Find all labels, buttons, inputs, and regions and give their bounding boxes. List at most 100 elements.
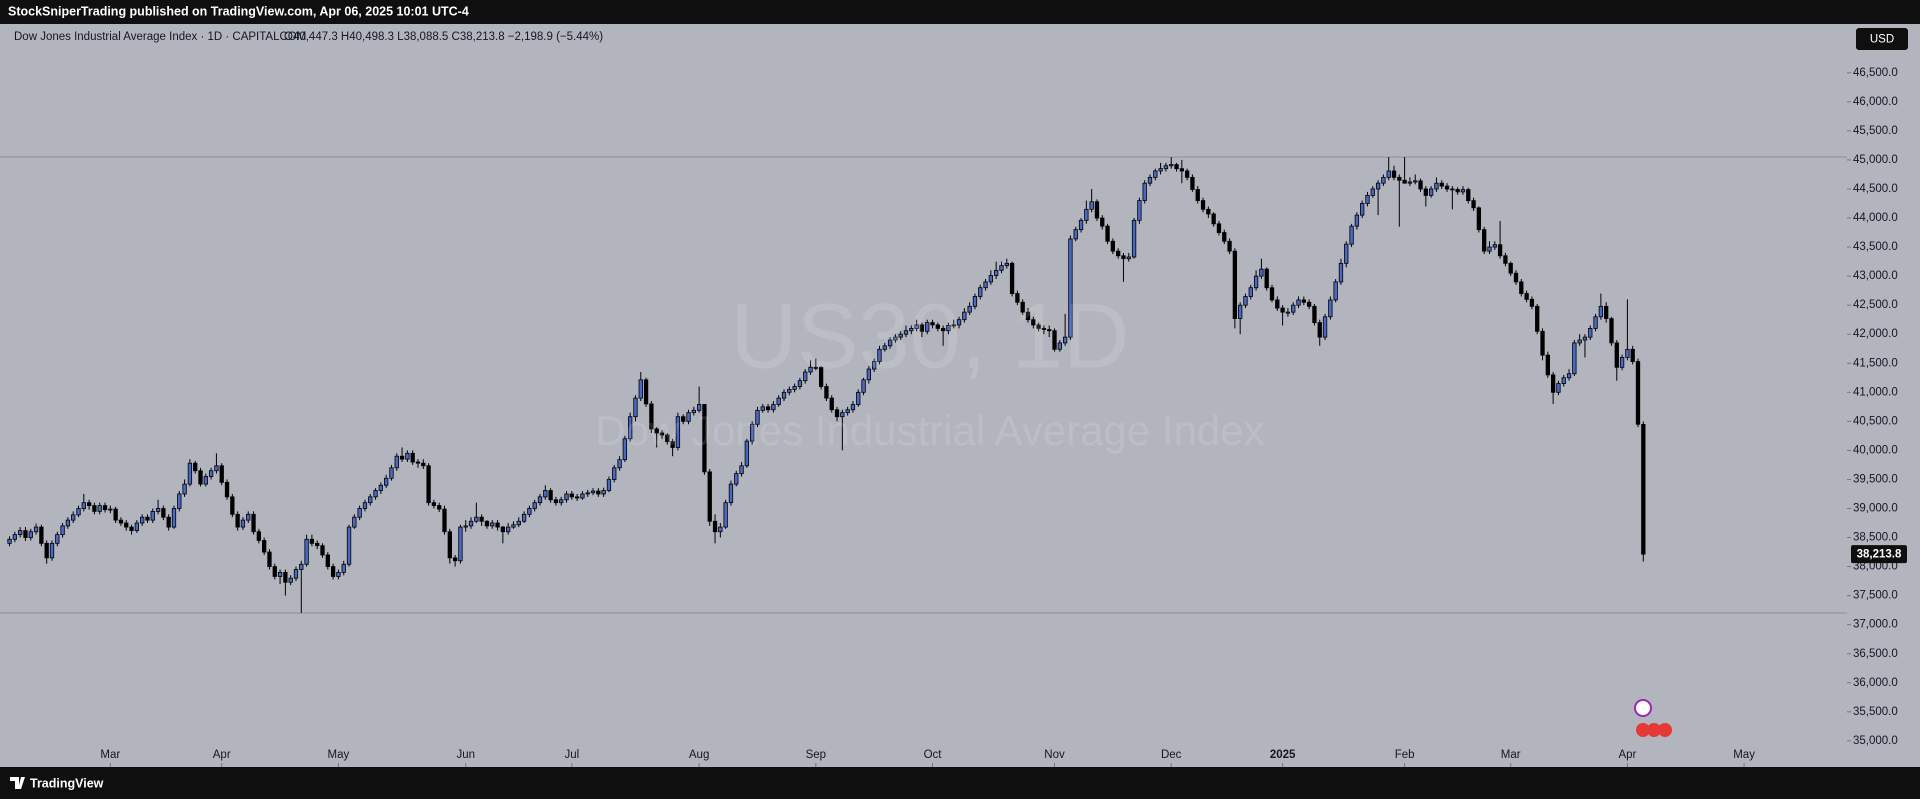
y-tick-label: 38,500.0 — [1853, 532, 1898, 544]
candle-body — [1471, 200, 1476, 209]
event-icon[interactable] — [1658, 723, 1672, 737]
candle-body — [23, 530, 28, 538]
candle-body — [988, 275, 994, 283]
candle-body — [696, 404, 702, 411]
candle-body — [203, 476, 208, 485]
y-tick-label: 36,000.0 — [1853, 677, 1898, 689]
candle-body — [134, 522, 140, 531]
candle-body — [1641, 424, 1646, 555]
y-tick-label: 46,000.0 — [1853, 96, 1898, 108]
candle-body — [1582, 336, 1588, 341]
x-tick-label: Apr — [1618, 749, 1636, 761]
candle-body — [246, 513, 251, 521]
candle-body — [256, 531, 262, 541]
candle-body — [872, 361, 877, 370]
candle-body — [956, 319, 962, 326]
event-icon[interactable] — [1634, 699, 1652, 717]
candle-body — [1635, 361, 1641, 425]
candle-body — [1492, 244, 1497, 248]
candle-body — [1206, 208, 1211, 215]
last-price-label: 38,213.8 — [1857, 549, 1902, 561]
candle-body — [532, 502, 537, 509]
currency-label[interactable]: USD — [1870, 34, 1894, 46]
candle-body — [458, 526, 463, 562]
candle-body — [155, 508, 161, 512]
candle-body — [60, 525, 65, 536]
candle-body — [1338, 262, 1344, 283]
candle-body — [850, 404, 856, 411]
candle-body — [866, 368, 872, 381]
candle-body — [898, 333, 903, 338]
candle-body — [1328, 299, 1333, 318]
candle-body — [7, 538, 12, 544]
candle-body — [1179, 168, 1184, 172]
candle-body — [1317, 322, 1322, 338]
candle-body — [808, 366, 813, 373]
candle-body — [967, 305, 972, 313]
candle-body — [1227, 240, 1232, 252]
candle-body — [182, 483, 187, 495]
candle-body — [628, 416, 633, 440]
candle-body — [845, 409, 850, 414]
candle-body — [1418, 180, 1423, 190]
candle-body — [649, 403, 654, 430]
candle-body — [1497, 244, 1503, 257]
candle-body — [675, 416, 681, 448]
candle-body — [251, 513, 256, 533]
candle-body — [1545, 354, 1550, 376]
candle-body — [527, 508, 532, 515]
candle-body — [590, 490, 596, 494]
event-icon[interactable] — [1636, 723, 1650, 737]
candle-body — [124, 522, 129, 528]
candle-body — [909, 328, 914, 332]
candle-body — [1561, 377, 1566, 384]
candle-body — [1121, 255, 1126, 260]
candle-body — [1482, 229, 1487, 252]
candle-body — [267, 551, 272, 567]
currency-button[interactable] — [1856, 28, 1908, 50]
candle-body — [299, 563, 304, 570]
candle-body — [930, 322, 935, 326]
candle-body — [315, 542, 320, 547]
candle-body — [1163, 165, 1169, 170]
plot — [0, 156, 1847, 614]
candle-body — [108, 508, 113, 511]
candle-body — [18, 530, 23, 536]
candle-body — [1598, 305, 1604, 318]
y-tick-label: 38,000.0 — [1853, 561, 1898, 573]
candle-body — [1275, 299, 1280, 309]
y-tick-label: 36,500.0 — [1853, 648, 1898, 660]
candle-body — [1349, 225, 1354, 245]
candle-body — [468, 520, 474, 527]
candle-body — [1322, 316, 1328, 338]
candle-body — [1110, 240, 1116, 252]
candle-body — [288, 577, 293, 583]
legend-ohlc: O40,447.3 H40,498.3 L38,088.5 C38,213.8 … — [284, 31, 603, 43]
candle-body — [1333, 281, 1338, 301]
candle-body — [638, 379, 643, 399]
candle-body — [972, 296, 978, 307]
candle-body — [1169, 164, 1174, 167]
candle-body — [781, 391, 787, 399]
candle-body — [946, 325, 951, 332]
event-icon[interactable] — [1647, 723, 1661, 737]
candle-body — [559, 499, 564, 504]
candle-body — [405, 452, 410, 460]
y-tick-label: 39,500.0 — [1853, 473, 1898, 485]
candle-body — [1513, 272, 1519, 283]
candle-body — [1556, 383, 1561, 393]
y-tick-label: 42,000.0 — [1853, 328, 1898, 340]
candle-body — [463, 525, 468, 528]
candle-body — [1428, 188, 1434, 196]
candle-body — [1540, 330, 1545, 356]
candle-body — [1397, 176, 1402, 181]
candle-body — [1312, 305, 1317, 323]
candle-body — [1248, 287, 1253, 297]
candle-body — [71, 514, 76, 521]
candle-body — [1593, 316, 1598, 329]
candle-body — [65, 519, 71, 527]
candle-body — [983, 281, 988, 289]
candle-body — [283, 571, 288, 583]
y-tick-label: 37,500.0 — [1853, 590, 1898, 602]
